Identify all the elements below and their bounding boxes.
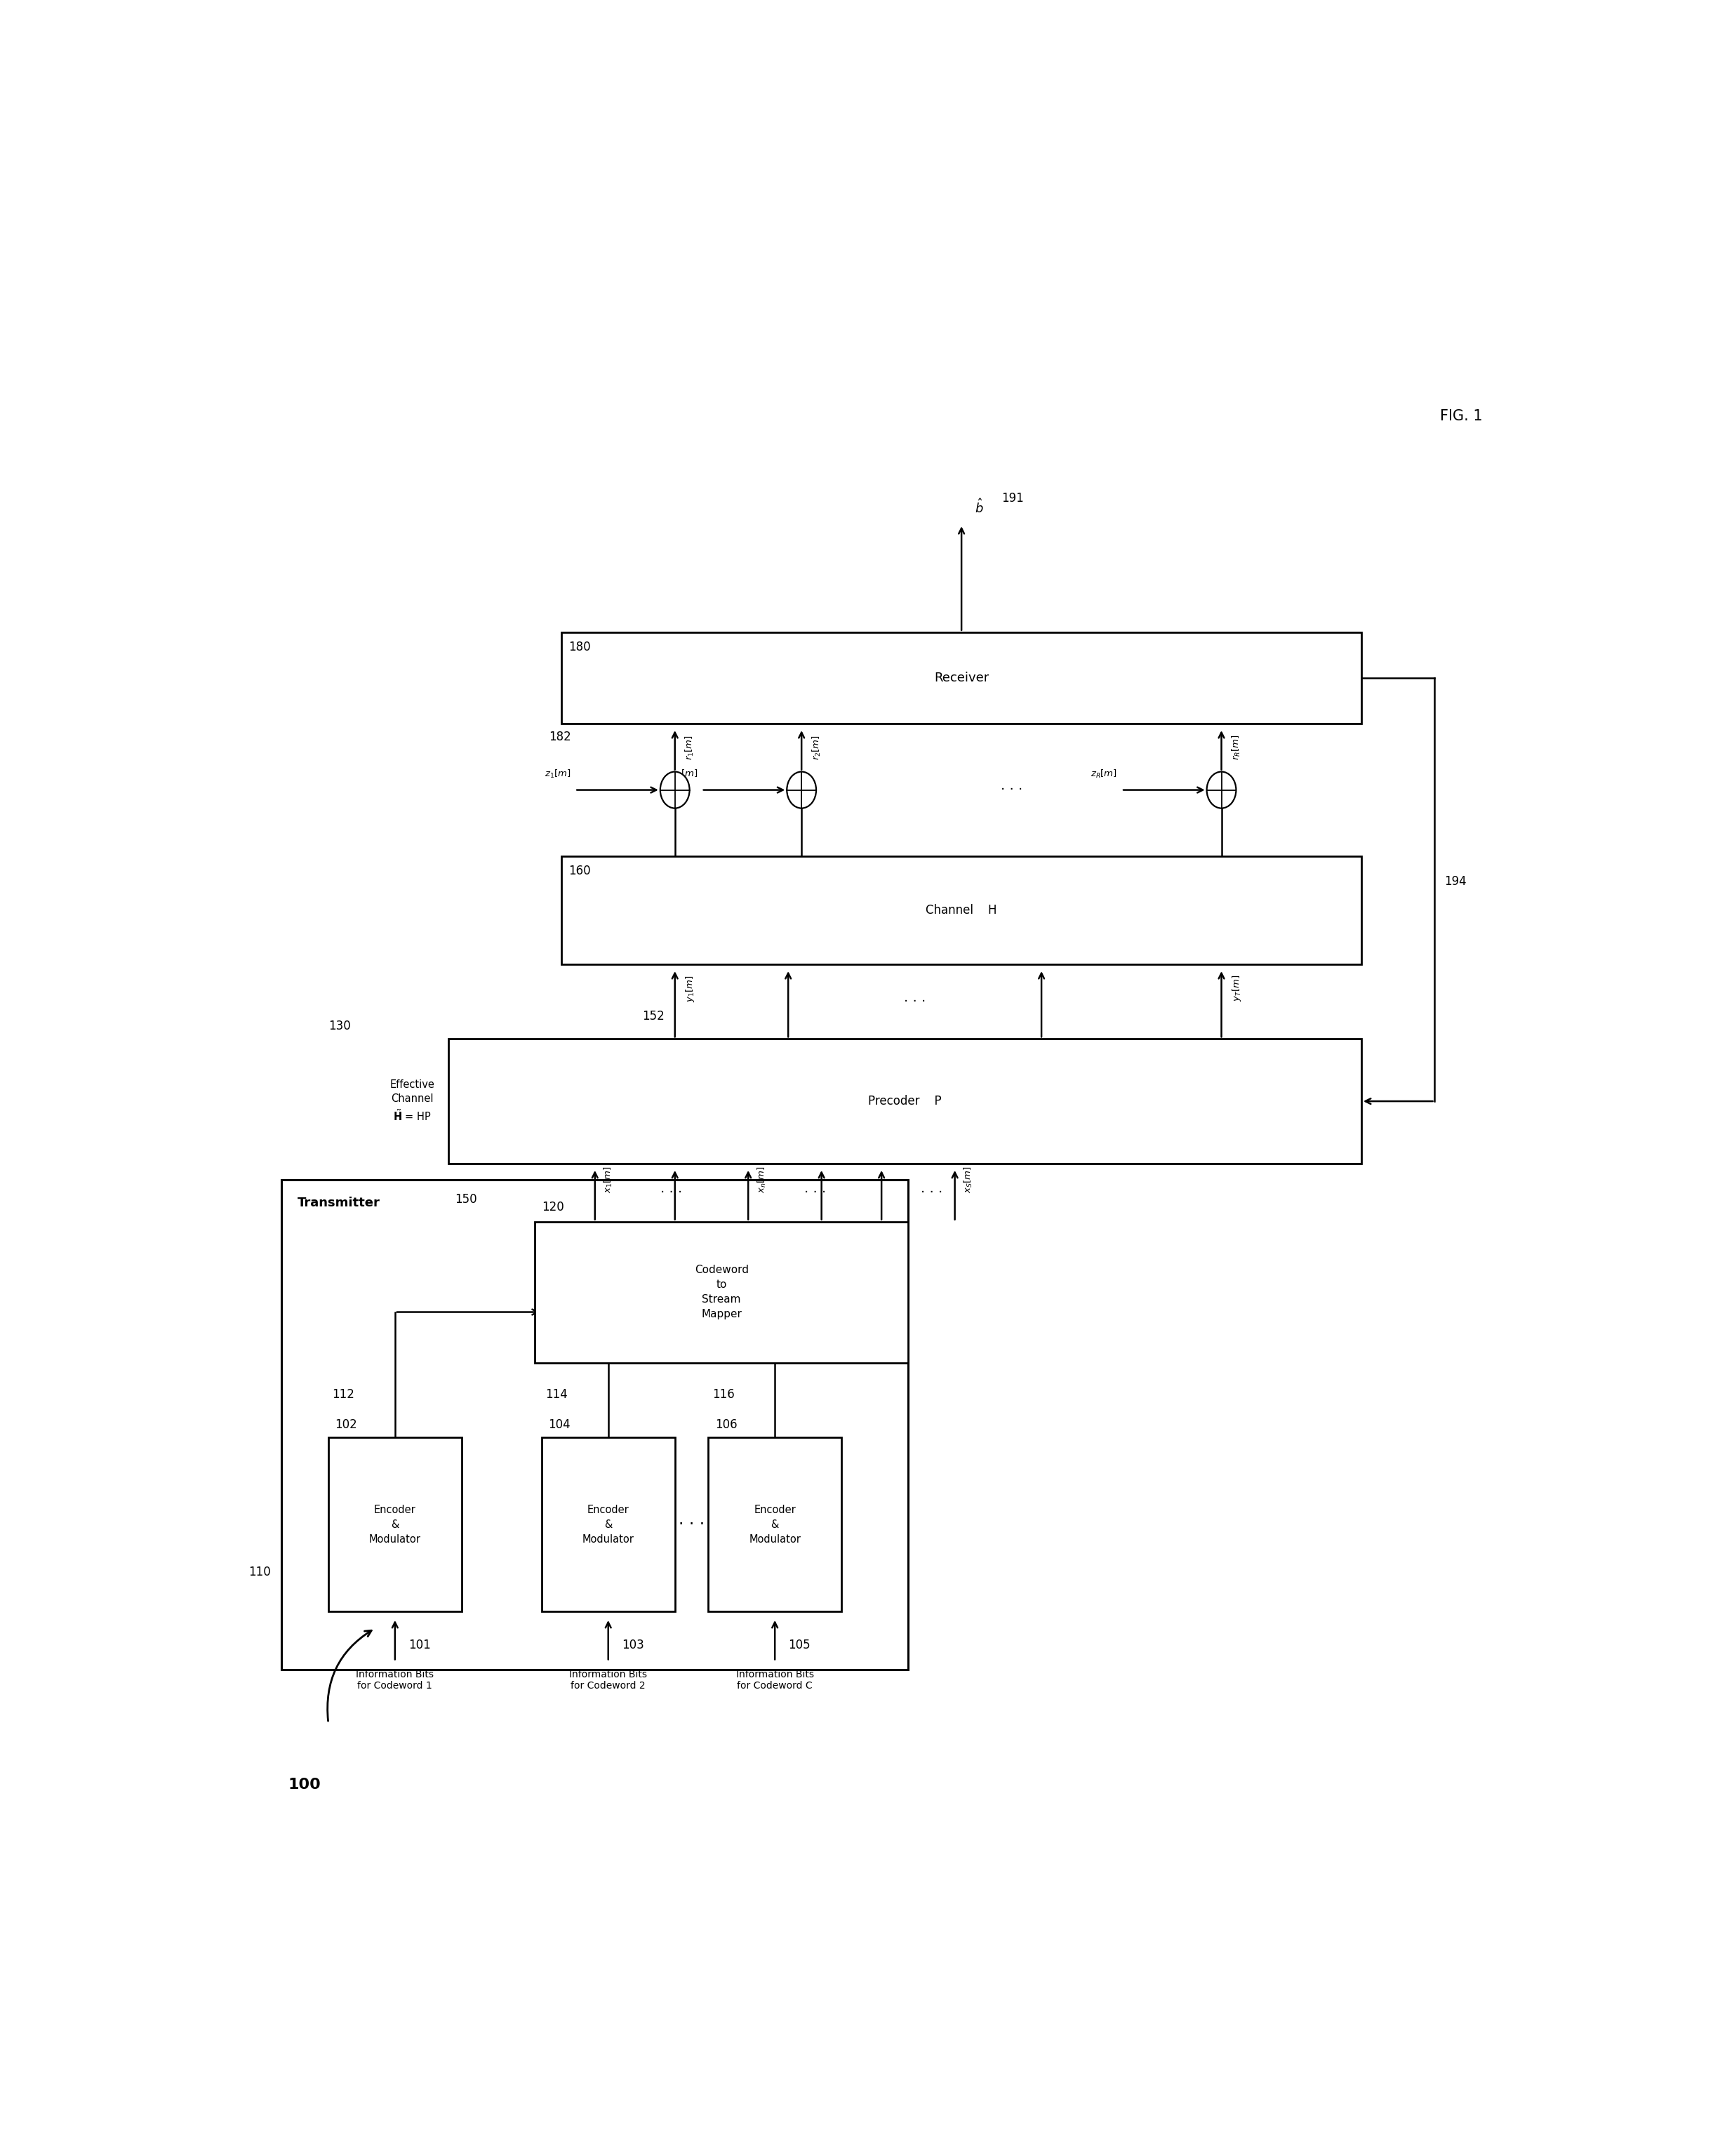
Text: $\hat{b}$: $\hat{b}$ bbox=[975, 498, 984, 515]
Bar bbox=[449, 1039, 1362, 1164]
Bar bbox=[329, 1438, 461, 1613]
Text: $x_1[m]$: $x_1[m]$ bbox=[604, 1166, 614, 1192]
FancyArrowPatch shape bbox=[327, 1630, 372, 1720]
Text: Encoder
&
Modulator: Encoder & Modulator bbox=[583, 1505, 635, 1544]
Text: 194: 194 bbox=[1445, 875, 1465, 888]
Text: 191: 191 bbox=[1001, 492, 1023, 505]
Text: 182: 182 bbox=[549, 731, 571, 744]
Text: Codeword
to
Stream
Mapper: Codeword to Stream Mapper bbox=[695, 1266, 748, 1319]
Circle shape bbox=[786, 772, 817, 808]
Text: FIG. 1: FIG. 1 bbox=[1440, 410, 1483, 423]
Circle shape bbox=[660, 772, 690, 808]
Text: 110: 110 bbox=[249, 1565, 272, 1578]
Text: 102: 102 bbox=[335, 1419, 358, 1432]
Text: 130: 130 bbox=[329, 1020, 351, 1033]
Text: Precoder    P: Precoder P bbox=[869, 1095, 941, 1108]
Text: $x_S[m]$: $x_S[m]$ bbox=[963, 1166, 974, 1192]
Text: 116: 116 bbox=[712, 1388, 734, 1401]
Text: $z_R[m]$: $z_R[m]$ bbox=[1090, 770, 1118, 780]
Bar bbox=[561, 856, 1362, 964]
Text: Information Bits
for Codeword 1: Information Bits for Codeword 1 bbox=[356, 1671, 433, 1690]
Text: Effective
Channel
$\mathbf{\tilde{H}}$ = HP: Effective Channel $\mathbf{\tilde{H}}$ =… bbox=[390, 1080, 435, 1123]
Text: 120: 120 bbox=[542, 1201, 564, 1214]
Text: · · ·: · · · bbox=[920, 1186, 943, 1199]
Bar bbox=[542, 1438, 674, 1613]
Text: · · ·: · · · bbox=[1001, 783, 1022, 796]
Bar bbox=[282, 1179, 908, 1671]
Text: Encoder
&
Modulator: Encoder & Modulator bbox=[748, 1505, 802, 1544]
Text: Channel    H: Channel H bbox=[925, 903, 998, 916]
Text: 160: 160 bbox=[568, 865, 590, 877]
Text: 114: 114 bbox=[545, 1388, 568, 1401]
Text: 112: 112 bbox=[332, 1388, 354, 1401]
Text: 106: 106 bbox=[716, 1419, 738, 1432]
Text: 180: 180 bbox=[568, 640, 590, 653]
Text: $r_2[m]$: $r_2[m]$ bbox=[810, 735, 822, 761]
Text: $x_n[m]$: $x_n[m]$ bbox=[757, 1166, 767, 1192]
Text: $y_T[m]$: $y_T[m]$ bbox=[1232, 975, 1242, 1003]
Text: $r_R[m]$: $r_R[m]$ bbox=[1232, 735, 1242, 761]
Text: 103: 103 bbox=[621, 1639, 643, 1651]
Bar bbox=[535, 1222, 908, 1363]
Text: · · ·: · · · bbox=[660, 1186, 683, 1199]
Text: $y_1[m]$: $y_1[m]$ bbox=[685, 975, 697, 1003]
Circle shape bbox=[1207, 772, 1237, 808]
Bar bbox=[709, 1438, 841, 1613]
Text: Receiver: Receiver bbox=[934, 671, 989, 683]
Bar bbox=[561, 632, 1362, 724]
Text: 104: 104 bbox=[549, 1419, 571, 1432]
Text: $r_1[m]$: $r_1[m]$ bbox=[685, 735, 695, 761]
Text: Information Bits
for Codeword C: Information Bits for Codeword C bbox=[736, 1671, 814, 1690]
Text: 105: 105 bbox=[788, 1639, 810, 1651]
Text: Encoder
&
Modulator: Encoder & Modulator bbox=[370, 1505, 421, 1544]
Text: 152: 152 bbox=[642, 1009, 664, 1022]
Text: $z_2[m]$: $z_2[m]$ bbox=[671, 770, 698, 780]
Text: 150: 150 bbox=[454, 1194, 476, 1205]
Text: · · ·: · · · bbox=[678, 1516, 705, 1533]
Text: 100: 100 bbox=[289, 1779, 322, 1792]
Text: $z_1[m]$: $z_1[m]$ bbox=[545, 770, 571, 780]
Text: Information Bits
for Codeword 2: Information Bits for Codeword 2 bbox=[569, 1671, 647, 1690]
Text: · · ·: · · · bbox=[905, 994, 925, 1009]
Text: 101: 101 bbox=[408, 1639, 430, 1651]
Text: · · ·: · · · bbox=[803, 1186, 826, 1199]
Text: Transmitter: Transmitter bbox=[298, 1197, 380, 1210]
